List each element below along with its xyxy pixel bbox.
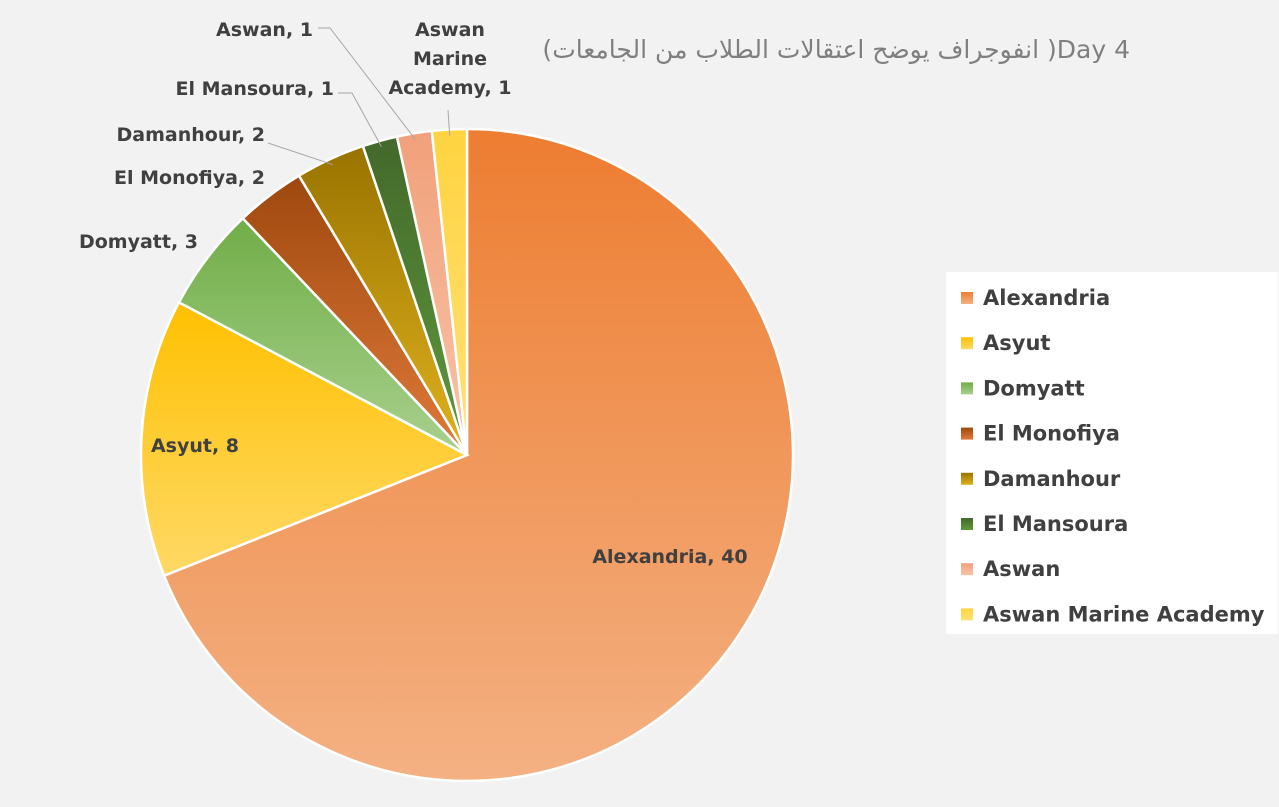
legend-label-damanhour: Damanhour <box>983 467 1121 491</box>
legend-box <box>946 272 1278 634</box>
legend-label-el-monofiya: El Monofiya <box>983 422 1120 446</box>
data-label-el-mansoura: El Mansoura, 1 <box>176 78 335 100</box>
legend-label-alexandria: Alexandria <box>983 286 1110 310</box>
legend-swatch-aswan-marine-academy <box>961 608 973 621</box>
data-label-aswan: Aswan, 1 <box>216 19 313 41</box>
leader-line-aswan <box>318 27 416 140</box>
legend-swatch-alexandria <box>961 292 973 304</box>
leader-line-aswan-marine-academy <box>447 109 451 136</box>
data-label-aswan-marine-academy: Aswan Marine Academy, 1 <box>388 19 511 99</box>
legend-swatch-asyut <box>961 337 973 350</box>
legend-label-el-mansoura: El Mansoura <box>983 512 1128 536</box>
legend-label-asyut: Asyut <box>983 331 1050 355</box>
legend-swatch-el-mansoura <box>961 518 973 530</box>
legend-label-aswan-marine-academy: Aswan Marine Academy <box>983 602 1265 626</box>
data-label-asyut: Asyut, 8 <box>151 435 239 457</box>
legend-swatch-aswan <box>961 563 973 576</box>
chart-title: (انفوجراف يوضح اعتقالات الطلاب من الجامع… <box>542 35 1130 65</box>
leader-line-damanhour <box>267 142 333 166</box>
pie-slice-alexandria <box>162 127 795 783</box>
data-label-el-monofiya: El Monofiya, 2 <box>114 167 265 189</box>
legend-swatch-domyatt <box>961 382 973 395</box>
legend-label-aswan: Aswan <box>983 557 1060 581</box>
legend: Alexandria Asyut Domyatt El Monofiya Damanho… <box>946 272 1278 634</box>
leader-line-el-mansoura <box>338 92 382 147</box>
data-label-alexandria: Alexandria, 40 <box>592 546 747 568</box>
pie-slice-asyut <box>139 300 470 578</box>
data-label-damanhour: Damanhour, 2 <box>117 124 265 146</box>
legend-swatch-el-monofiya <box>961 427 973 440</box>
legend-label-domyatt: Domyatt <box>983 376 1085 400</box>
legend-swatch-damanhour <box>961 472 973 485</box>
data-label-domyatt: Domyatt, 3 <box>79 231 198 253</box>
